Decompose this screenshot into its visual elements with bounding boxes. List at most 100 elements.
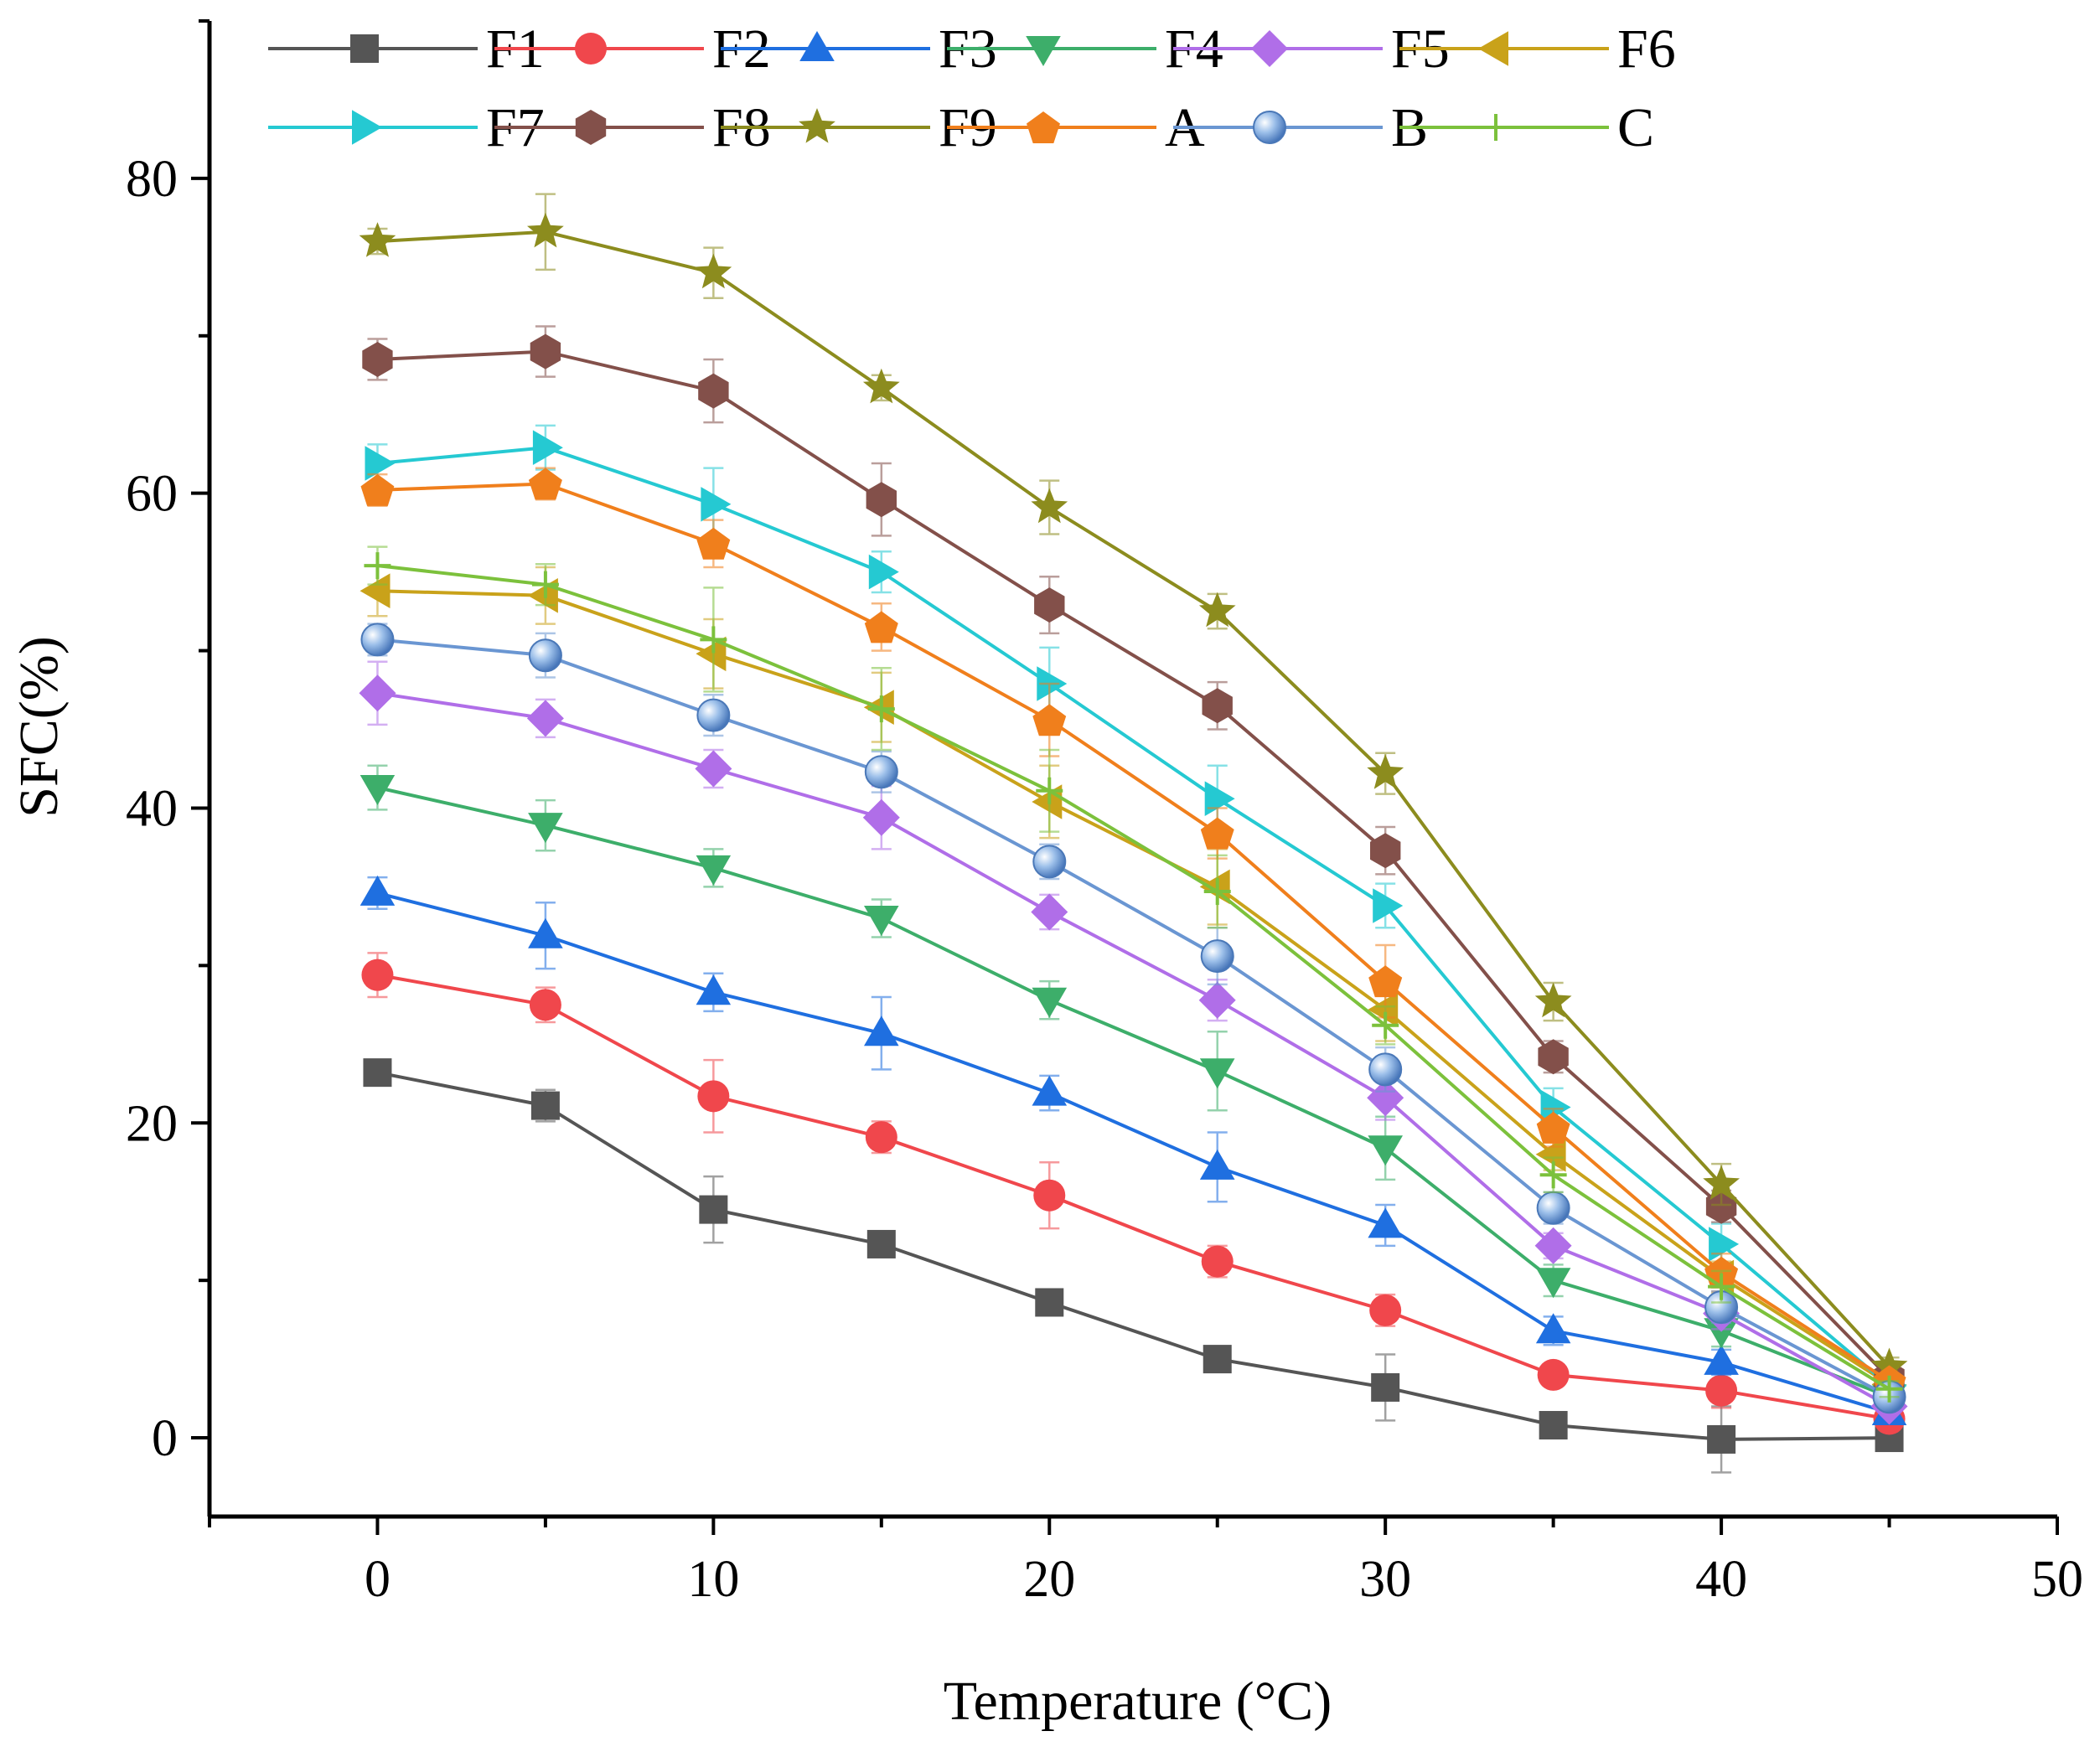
- data-point-f4: [1032, 987, 1068, 1018]
- x-tick-label: 20: [1023, 1551, 1075, 1608]
- data-point-f4: [864, 906, 899, 936]
- data-point-b: [1536, 1191, 1570, 1225]
- x-tick-label: 10: [687, 1551, 739, 1608]
- data-point-a: [864, 611, 898, 643]
- data-point-b: [864, 755, 898, 789]
- data-point-f9: [1198, 592, 1236, 628]
- data-point-c: [531, 571, 559, 598]
- data-point-f5: [1367, 1079, 1404, 1117]
- data-point-f4: [528, 813, 563, 844]
- data-point-f9: [1031, 488, 1068, 524]
- legend-marker-f8: [575, 110, 607, 145]
- data-point-f5: [1198, 981, 1236, 1019]
- series-b: [360, 623, 1906, 1414]
- legend-entry-f6: F6: [1399, 18, 1676, 80]
- data-point-c: [1539, 1161, 1567, 1189]
- data-point-a: [1032, 704, 1067, 736]
- data-point-f8: [1538, 1039, 1569, 1075]
- data-point-c: [364, 552, 391, 580]
- data-point-c: [1875, 1375, 1903, 1403]
- data-point-f7: [1373, 888, 1404, 923]
- legend-marker-f6: [1478, 31, 1508, 66]
- y-tick-label: 20: [126, 1095, 178, 1152]
- data-point-b: [360, 623, 395, 657]
- data-point-c: [1708, 1273, 1735, 1300]
- data-point-f9: [1870, 1347, 1908, 1383]
- data-point-f1: [530, 1091, 560, 1120]
- y-tick-label: 80: [126, 151, 178, 208]
- x-tick-label: 50: [2031, 1551, 2083, 1608]
- data-point-f3: [1199, 1149, 1235, 1180]
- data-point-f3: [1032, 1075, 1068, 1106]
- data-point-c: [867, 695, 895, 723]
- data-point-f7: [701, 487, 732, 522]
- data-point-f1: [1203, 1345, 1232, 1374]
- data-point-f9: [862, 368, 900, 404]
- data-point-f4: [1535, 1268, 1571, 1299]
- series-f9: [359, 193, 1908, 1383]
- data-point-f9: [1367, 754, 1404, 789]
- data-point-a: [1200, 817, 1234, 850]
- data-point-f1: [1539, 1411, 1568, 1440]
- data-point-f5: [359, 674, 396, 712]
- series-line-f3: [377, 891, 1891, 1414]
- legend-entry-b: B: [1173, 97, 1428, 158]
- legend-marker-f7: [352, 110, 382, 145]
- legend-marker-a: [1027, 111, 1060, 143]
- data-point-f8: [1370, 833, 1401, 869]
- data-point-c: [700, 626, 727, 654]
- series-c: [364, 545, 1903, 1403]
- data-point-f5: [1534, 1227, 1572, 1264]
- data-point-f3: [1704, 1344, 1739, 1375]
- data-point-b: [696, 698, 731, 732]
- x-axis-title: Temperature (°C): [944, 1671, 1332, 1732]
- data-point-f1: [866, 1229, 896, 1258]
- data-point-f2: [1537, 1358, 1570, 1391]
- y-tick-label: 0: [152, 1410, 178, 1467]
- data-point-f1: [1035, 1288, 1064, 1317]
- series-a: [360, 467, 1906, 1398]
- x-tick-label: 30: [1359, 1551, 1411, 1608]
- x-tick-label: 40: [1695, 1551, 1747, 1608]
- data-point-c: [1203, 878, 1231, 906]
- legend-marker-f5: [1251, 30, 1288, 67]
- y-axis-title: SFC(%): [8, 636, 70, 817]
- x-tick-label: 0: [365, 1551, 391, 1608]
- data-point-f7: [532, 430, 563, 465]
- legend-marker-f4: [1026, 36, 1061, 66]
- data-point-f3: [528, 917, 563, 948]
- data-point-f9: [359, 222, 396, 257]
- y-tick-label: 40: [126, 780, 178, 837]
- data-point-f8: [1705, 1188, 1737, 1224]
- data-point-f6: [696, 636, 727, 672]
- legend-marker-f3: [799, 31, 835, 61]
- data-point-f5: [526, 700, 564, 737]
- data-point-f4: [359, 775, 396, 805]
- series-f1: [363, 1058, 1904, 1474]
- series-f8: [362, 325, 1905, 1396]
- data-point-f7: [868, 554, 899, 590]
- data-point-f1: [1371, 1372, 1400, 1402]
- data-point-f8: [1202, 688, 1233, 724]
- series-line-f6: [377, 589, 1891, 1386]
- series-line-c: [377, 564, 1891, 1391]
- data-point-a: [360, 473, 395, 506]
- data-point-f9: [695, 253, 732, 289]
- series-line-f9: [377, 230, 1891, 1368]
- data-point-f8: [362, 342, 393, 377]
- series-line-f4: [377, 786, 1891, 1399]
- data-point-b: [1368, 1052, 1403, 1087]
- data-point-f2: [1369, 1294, 1402, 1326]
- data-point-f3: [696, 974, 732, 1005]
- data-point-f7: [1204, 781, 1235, 816]
- data-point-f2: [1201, 1245, 1234, 1278]
- data-point-f2: [697, 1080, 730, 1113]
- data-point-b: [528, 638, 562, 673]
- series-line-f2: [377, 973, 1890, 1421]
- data-point-f5: [862, 798, 900, 836]
- data-point-f2: [865, 1121, 897, 1154]
- data-point-f3: [864, 1015, 899, 1046]
- series-f2: [361, 952, 1906, 1435]
